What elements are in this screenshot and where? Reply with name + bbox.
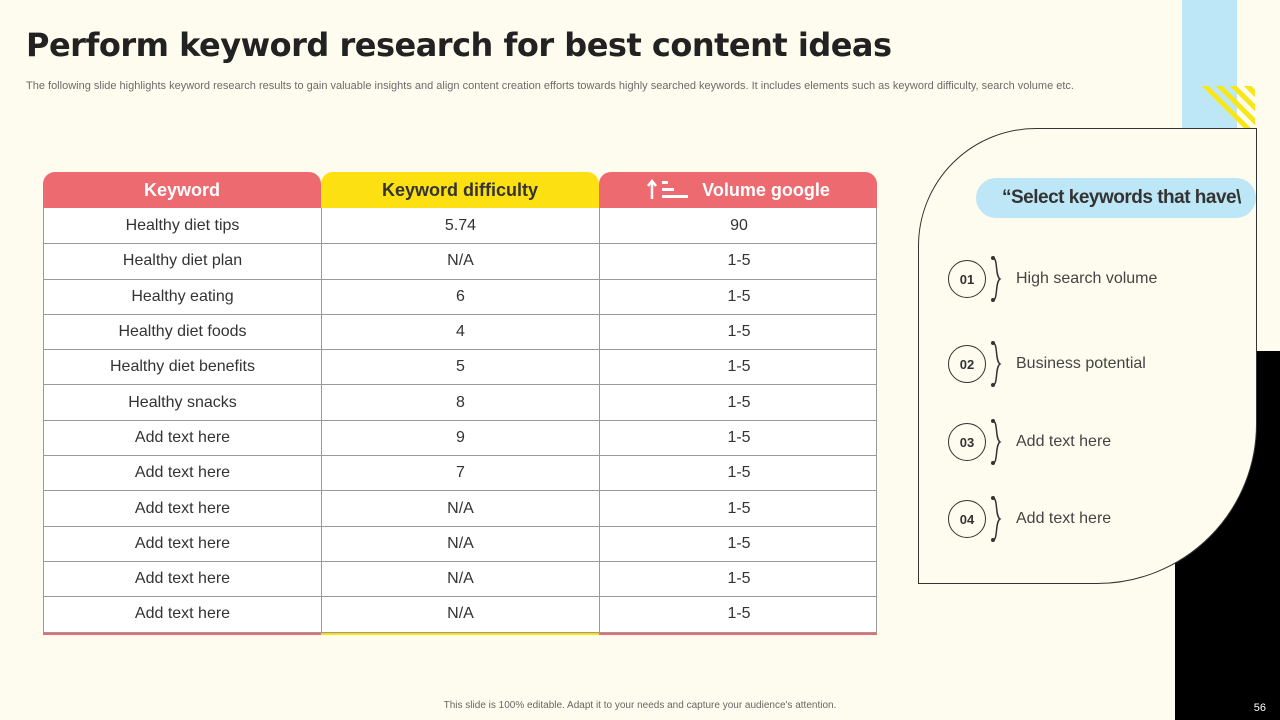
page-subtitle: The following slide highlights keyword r… bbox=[26, 80, 1074, 92]
criteria-item: 02 Business potential bbox=[948, 341, 1146, 387]
volume-cell: 1-5 bbox=[727, 605, 751, 623]
volume-cell: 1-5 bbox=[727, 393, 751, 411]
keyword-cell: Add text here bbox=[44, 491, 322, 526]
brace-icon bbox=[991, 496, 1002, 542]
item-label: Add text here bbox=[1016, 433, 1112, 450]
table-body: Healthy diet tips 5.74 90 Healthy diet plan… bbox=[43, 208, 877, 633]
criteria-item: 03 Add text here bbox=[948, 419, 1112, 465]
keyword-cell: Add text here bbox=[44, 561, 322, 597]
table-row: Add text here N/A 1-5 bbox=[44, 490, 876, 526]
volume-cell: 1-5 bbox=[727, 358, 751, 376]
item-number-badge: 03 bbox=[948, 423, 986, 461]
volume-cell: 1-5 bbox=[727, 534, 751, 552]
item-number-badge: 01 bbox=[948, 260, 986, 298]
difficulty-cell: 7 bbox=[322, 456, 600, 491]
keyword-cell: Healthy snacks bbox=[44, 385, 322, 420]
item-label: Add text here bbox=[1016, 510, 1112, 527]
difficulty-cell: 4 bbox=[322, 314, 600, 350]
table-row: Healthy diet plan N/A 1-5 bbox=[44, 243, 876, 279]
difficulty-cell: N/A bbox=[322, 561, 600, 597]
table-row: Healthy diet tips 5.74 90 bbox=[44, 208, 876, 244]
keyword-table: Keyword Keyword difficulty Volume google… bbox=[43, 172, 877, 635]
item-label: High search volume bbox=[1016, 270, 1158, 287]
criteria-item: 01 High search volume bbox=[948, 256, 1158, 302]
volume-cell: 1-5 bbox=[727, 428, 751, 446]
header-keyword: Keyword bbox=[43, 172, 321, 208]
difficulty-cell: 5.74 bbox=[322, 208, 600, 244]
difficulty-cell: N/A bbox=[322, 597, 600, 632]
keyword-cell: Add text here bbox=[44, 526, 322, 561]
volume-cell: 1-5 bbox=[727, 464, 751, 482]
volume-cell: 90 bbox=[730, 216, 748, 234]
difficulty-cell: 5 bbox=[322, 350, 600, 385]
footer-note: This slide is 100% editable. Adapt it to… bbox=[443, 700, 837, 711]
keyword-cell: Healthy diet tips bbox=[44, 208, 322, 244]
volume-cell: 1-5 bbox=[727, 570, 751, 588]
difficulty-cell: N/A bbox=[322, 526, 600, 561]
table-row: Add text here N/A 1-5 bbox=[44, 560, 876, 597]
keyword-cell: Healthy diet foods bbox=[44, 314, 322, 350]
difficulty-cell: 9 bbox=[322, 420, 600, 456]
difficulty-cell: 8 bbox=[322, 385, 600, 420]
keyword-cell: Add text here bbox=[44, 597, 322, 632]
keyword-cell: Healthy diet plan bbox=[44, 244, 322, 279]
difficulty-cell: N/A bbox=[322, 491, 600, 526]
volume-cell: 1-5 bbox=[727, 323, 751, 341]
item-number-badge: 04 bbox=[948, 500, 986, 538]
table-row: Add text here N/A 1-5 bbox=[44, 596, 876, 632]
item-number-badge: 02 bbox=[948, 345, 986, 383]
difficulty-cell: 6 bbox=[322, 279, 600, 314]
keyword-cell: Healthy diet benefits bbox=[44, 350, 322, 385]
volume-cell: 1-5 bbox=[727, 252, 751, 270]
table-row: Healthy diet foods 4 1-5 bbox=[44, 313, 876, 350]
table-bottom-accent bbox=[43, 632, 877, 635]
table-row: Healthy eating 6 1-5 bbox=[44, 278, 876, 314]
table-row: Healthy diet benefits 5 1-5 bbox=[44, 349, 876, 385]
header-volume-google: Volume google bbox=[599, 172, 877, 208]
criteria-item: 04 Add text here bbox=[948, 496, 1112, 542]
volume-cell: 1-5 bbox=[727, 287, 751, 305]
table-row: Add text here 9 1-5 bbox=[44, 419, 876, 456]
panel-heading: “Select keywords that have\ bbox=[976, 178, 1256, 218]
keyword-cell: Healthy eating bbox=[44, 279, 322, 314]
difficulty-cell: N/A bbox=[322, 244, 600, 279]
keyword-cell: Add text here bbox=[44, 456, 322, 491]
header-keyword-difficulty: Keyword difficulty bbox=[321, 172, 599, 208]
sort-bars-icon bbox=[646, 179, 690, 201]
page-number: 56 bbox=[1253, 702, 1266, 714]
volume-cell: 1-5 bbox=[727, 499, 751, 517]
table-header: Keyword Keyword difficulty Volume google bbox=[43, 172, 877, 208]
table-row: Healthy snacks 8 1-5 bbox=[44, 384, 876, 420]
brace-icon bbox=[991, 341, 1002, 387]
table-row: Add text here N/A 1-5 bbox=[44, 525, 876, 561]
page-title: Perform keyword research for best conten… bbox=[26, 26, 892, 64]
brace-icon bbox=[991, 419, 1002, 465]
table-row: Add text here 7 1-5 bbox=[44, 455, 876, 491]
item-label: Business potential bbox=[1016, 355, 1146, 372]
brace-icon bbox=[991, 256, 1002, 302]
keyword-cell: Add text here bbox=[44, 420, 322, 456]
